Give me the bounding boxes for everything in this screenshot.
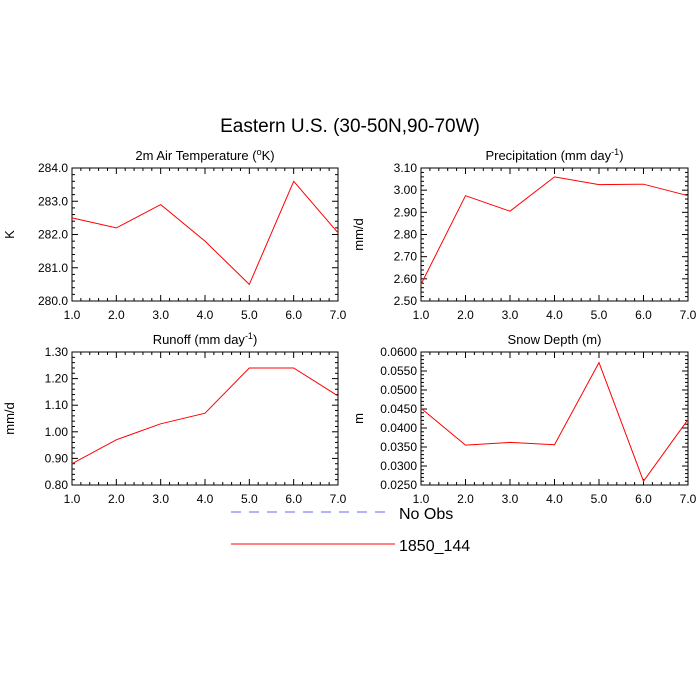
x-tick-label: 5.0 <box>241 308 258 322</box>
x-tick-label: 3.0 <box>152 308 169 322</box>
series-line-1 <box>420 361 689 483</box>
y-tick-label: 0.0250 <box>380 478 417 492</box>
panel-title: Precipitation (mm day-1) <box>485 147 623 163</box>
x-tick-label: 6.0 <box>285 308 302 322</box>
x-tick-label: 7.0 <box>680 308 697 322</box>
x-tick-label: 7.0 <box>330 492 347 506</box>
plot-frame <box>71 167 339 302</box>
x-tick-label: 3.0 <box>502 308 519 322</box>
x-tick-label: 7.0 <box>330 308 347 322</box>
y-tick-label: 1.20 <box>45 372 69 386</box>
panel-4: 1.0 2.0 3.0 4.0 5.0 6.0 7.0 0.0250 0.0300 0.0350 0… <box>351 332 697 506</box>
legend: No Obs 1850_144 <box>231 506 470 555</box>
y-tick-label: 1.10 <box>45 398 69 412</box>
y-tick-label: 283.0 <box>38 194 68 208</box>
plot-frame <box>71 351 339 486</box>
y-tick-label: 2.70 <box>394 250 418 264</box>
x-tick-label: 6.0 <box>635 308 652 322</box>
y-tick-label: 3.10 <box>394 161 418 175</box>
panel-title-tail: K) <box>262 148 275 163</box>
panel-title-superscript: o <box>257 147 262 157</box>
y-tick-label: 0.0300 <box>380 459 417 473</box>
y-axis-label: mm/d <box>351 218 366 251</box>
x-tick-label: 2.0 <box>457 308 474 322</box>
x-tick-label: 3.0 <box>502 492 519 506</box>
y-tick-label: 2.80 <box>394 228 418 242</box>
y-tick-label: 0.0400 <box>380 421 417 435</box>
y-tick-label: 0.0500 <box>380 383 417 397</box>
x-tick-label: 6.0 <box>635 492 652 506</box>
y-tick-label: 0.0450 <box>380 402 417 416</box>
figure-title: Eastern U.S. (30-50N,90-70W) <box>220 116 480 137</box>
legend-label-no-obs: No Obs <box>399 506 453 523</box>
panels: 1.0 2.0 3.0 4.0 5.0 6.0 7.0 280.0 281.0 282.0 283.… <box>2 147 697 506</box>
x-tick-label: 4.0 <box>546 308 563 322</box>
x-tick-label: 4.0 <box>197 492 214 506</box>
y-axis-label: m <box>351 413 366 424</box>
panel-1: 1.0 2.0 3.0 4.0 5.0 6.0 7.0 280.0 281.0 282.0 283.… <box>2 147 347 322</box>
y-axis-label: mm/d <box>2 402 17 435</box>
x-tick-label: 6.0 <box>285 492 302 506</box>
series-line-1 <box>420 176 689 285</box>
panel-title: 2m Air Temperature (oK) <box>135 147 274 163</box>
series-line-1 <box>71 180 339 286</box>
y-tick-label: 1.00 <box>45 425 69 439</box>
x-tick-label: 1.0 <box>413 308 430 322</box>
x-tick-label: 3.0 <box>152 492 169 506</box>
x-tick-label: 2.0 <box>457 492 474 506</box>
panel-title: Runoff (mm day-1) <box>153 331 258 347</box>
y-axis-label: K <box>2 230 17 239</box>
y-tick-label: 282.0 <box>38 228 68 242</box>
y-tick-label: 280.0 <box>38 294 68 308</box>
y-tick-label: 2.50 <box>394 294 418 308</box>
y-tick-label: 0.90 <box>45 451 69 465</box>
x-tick-label: 7.0 <box>680 492 697 506</box>
x-tick-label: 5.0 <box>591 492 608 506</box>
panel-2: 1.0 2.0 3.0 4.0 5.0 6.0 7.0 2.50 2.60 2.70 2.80 2.9… <box>351 147 697 322</box>
y-tick-label: 0.80 <box>45 478 69 492</box>
x-tick-label: 1.0 <box>64 308 81 322</box>
x-tick-label: 5.0 <box>241 492 258 506</box>
y-tick-label: 284.0 <box>38 161 68 175</box>
x-tick-label: 2.0 <box>108 492 125 506</box>
x-tick-label: 5.0 <box>591 308 608 322</box>
x-tick-label: 4.0 <box>197 308 214 322</box>
series-line-1 <box>71 367 339 465</box>
y-tick-label: 0.0600 <box>380 345 417 359</box>
x-tick-label: 1.0 <box>64 492 81 506</box>
panel-title-tail: ) <box>619 148 623 163</box>
y-tick-label: 2.90 <box>394 205 418 219</box>
y-tick-label: 281.0 <box>38 261 68 275</box>
panel-title: Snow Depth (m) <box>508 332 602 347</box>
y-tick-label: 1.30 <box>45 345 69 359</box>
panel-3: 1.0 2.0 3.0 4.0 5.0 6.0 7.0 0.80 0.90 1.00 1.10 1.2… <box>2 331 347 506</box>
panel-title-main: Precipitation (mm day <box>485 148 611 163</box>
panel-title-superscript: -1 <box>611 147 619 157</box>
x-tick-label: 4.0 <box>546 492 563 506</box>
y-tick-label: 0.0350 <box>380 440 417 454</box>
panel-title-main: 2m Air Temperature ( <box>135 148 257 163</box>
panel-title-tail: ) <box>253 332 257 347</box>
y-tick-label: 3.00 <box>394 183 418 197</box>
plot-frame <box>420 167 689 302</box>
plot-frame <box>420 351 689 486</box>
x-tick-label: 1.0 <box>413 492 430 506</box>
panel-title-main: Snow Depth (m) <box>508 332 602 347</box>
x-tick-label: 2.0 <box>108 308 125 322</box>
panel-title-main: Runoff (mm day <box>153 332 246 347</box>
y-tick-label: 2.60 <box>394 272 418 286</box>
panel-title-superscript: -1 <box>245 331 253 341</box>
legend-label-1850-144: 1850_144 <box>399 538 470 555</box>
y-tick-label: 0.0550 <box>380 364 417 378</box>
